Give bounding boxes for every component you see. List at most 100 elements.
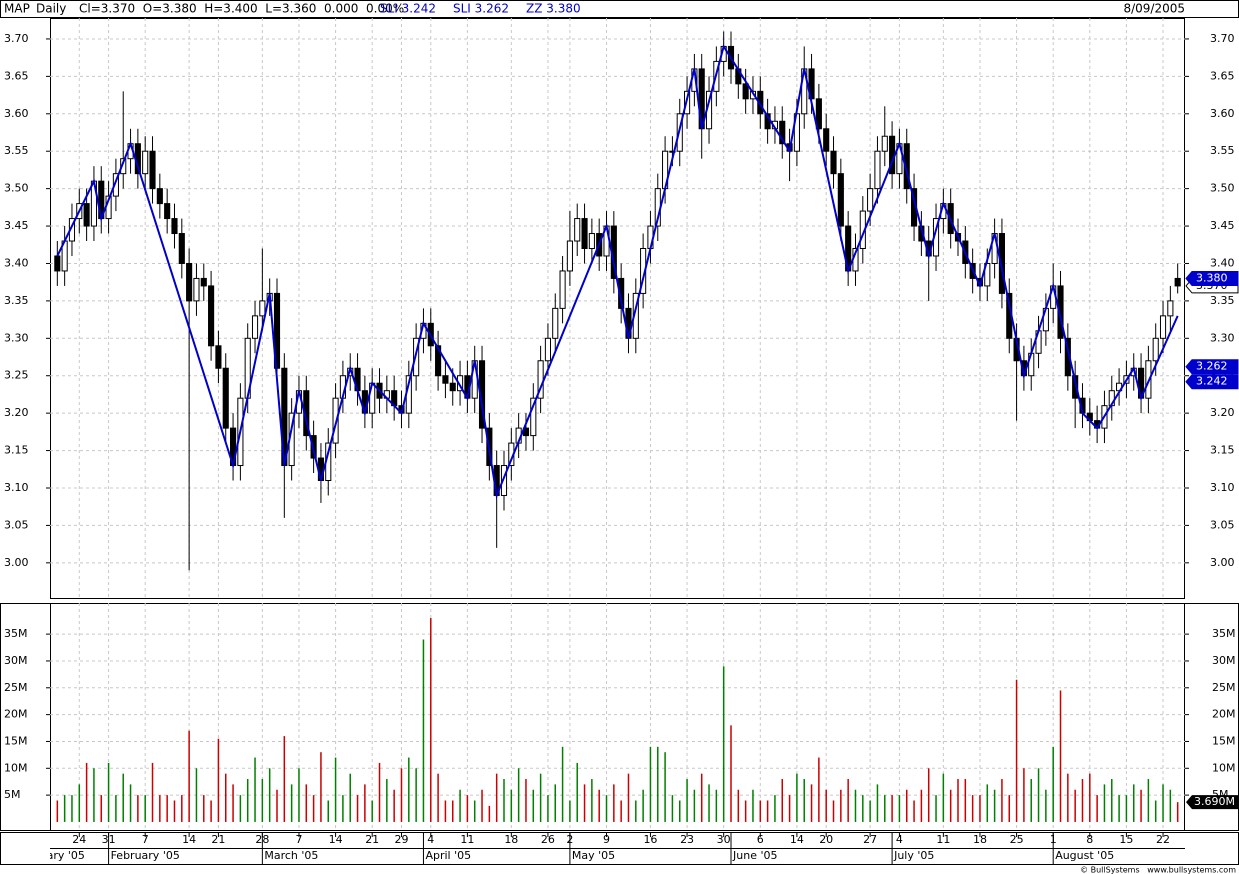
volume-bar bbox=[759, 800, 762, 822]
volume-bar bbox=[459, 789, 461, 822]
y-tick-label: 3.10 bbox=[1210, 481, 1235, 494]
candle-body bbox=[449, 382, 456, 392]
volume-bar bbox=[554, 784, 557, 822]
candle-body bbox=[530, 397, 537, 437]
date-axis: 2431714212871421294111826291623306142027… bbox=[50, 833, 1170, 865]
volume-bar bbox=[320, 752, 322, 822]
candle-body bbox=[83, 203, 90, 227]
candle-body bbox=[815, 98, 822, 130]
volume-marker bbox=[1186, 795, 1238, 810]
candle-body bbox=[581, 218, 588, 250]
x-tick-label: 4 bbox=[896, 833, 903, 846]
volume-bar bbox=[495, 773, 498, 822]
volume-bar bbox=[803, 779, 805, 822]
volume-bar bbox=[1059, 690, 1062, 822]
candle-body bbox=[164, 203, 171, 220]
volume-bar bbox=[796, 773, 798, 822]
volume-bar bbox=[620, 800, 622, 822]
volume-bar bbox=[781, 779, 784, 822]
volume-bar bbox=[144, 795, 146, 822]
volume-bar bbox=[700, 773, 703, 822]
volume-bar bbox=[576, 762, 578, 822]
volume-bar bbox=[1023, 768, 1025, 822]
volume-bar bbox=[774, 795, 776, 822]
volume-bar bbox=[356, 795, 359, 822]
y-tick-label: 3.70 bbox=[4, 32, 29, 45]
candle-body bbox=[1057, 285, 1064, 339]
volume-bar bbox=[56, 800, 59, 822]
x-tick-label: 30 bbox=[717, 833, 731, 846]
y-tick-label: 3.65 bbox=[4, 69, 29, 82]
y-tick-label: 3.05 bbox=[4, 518, 29, 531]
candle-body bbox=[1167, 300, 1174, 317]
volume-bar bbox=[1176, 802, 1179, 822]
volume-bar bbox=[613, 784, 615, 822]
y-tick-label: 3.70 bbox=[1210, 32, 1235, 45]
month-label: April '05 bbox=[425, 849, 471, 862]
volume-bar bbox=[971, 795, 974, 822]
volume-bar bbox=[1169, 789, 1172, 822]
price-marker-label: 3.262 bbox=[1196, 360, 1228, 373]
candle-body bbox=[442, 375, 449, 384]
candle-body bbox=[588, 233, 595, 250]
volume-bar bbox=[913, 800, 915, 822]
y-tick-label: 3.50 bbox=[4, 182, 29, 195]
volume-bar bbox=[342, 795, 344, 822]
volume-bar bbox=[481, 789, 483, 822]
volume-bar bbox=[188, 730, 190, 822]
x-tick-label: 21 bbox=[211, 833, 225, 846]
candle-body bbox=[156, 188, 163, 205]
volume-bar bbox=[598, 789, 600, 822]
candle-body bbox=[500, 465, 508, 496]
candle-body bbox=[837, 173, 844, 227]
volume-bar bbox=[129, 784, 132, 822]
x-tick-label: 18 bbox=[973, 833, 987, 846]
volume-bar bbox=[986, 784, 989, 822]
y-tick-label: 3.60 bbox=[1210, 107, 1235, 120]
date: 8/09/2005 bbox=[1123, 2, 1185, 16]
volume-bar bbox=[642, 789, 644, 822]
y-tick-label: 35M bbox=[4, 627, 28, 640]
volume-bar bbox=[854, 789, 857, 822]
candle-body bbox=[903, 143, 910, 190]
volume-bar bbox=[122, 773, 124, 822]
volume-bar bbox=[159, 795, 161, 822]
indicator-label: SLI 3.262 bbox=[453, 2, 509, 16]
volume-bar bbox=[686, 779, 688, 822]
month-label: February '05 bbox=[111, 849, 180, 862]
volume-bar bbox=[181, 795, 183, 822]
volume-bar bbox=[1140, 789, 1142, 822]
volume-bar bbox=[927, 768, 930, 822]
volume-bar bbox=[818, 757, 820, 822]
x-tick-label: 22 bbox=[1156, 833, 1170, 846]
volume-bar bbox=[1081, 779, 1084, 822]
y-tick-label: 3.20 bbox=[4, 406, 29, 419]
candle-body bbox=[830, 150, 837, 175]
x-tick-label: 7 bbox=[295, 833, 302, 846]
volume-bar bbox=[378, 762, 381, 822]
volume-bar bbox=[657, 746, 659, 822]
volume-bar bbox=[100, 795, 103, 822]
volume-bar bbox=[1089, 773, 1091, 822]
candle-body bbox=[193, 277, 200, 302]
y-tick-label: 30M bbox=[1212, 654, 1236, 667]
volume-bar bbox=[964, 779, 967, 822]
candle-body bbox=[215, 345, 222, 369]
volume-bar bbox=[730, 725, 732, 822]
x-tick-label: 6 bbox=[757, 833, 764, 846]
month-label: May '05 bbox=[572, 849, 615, 862]
y-tick-label: 3.45 bbox=[4, 219, 29, 232]
price-marker-label: 3.380 bbox=[1196, 271, 1228, 284]
y-tick-label: 3.20 bbox=[1210, 406, 1235, 419]
candle-body bbox=[552, 307, 559, 339]
volume-bar bbox=[744, 800, 747, 822]
volume-bar bbox=[393, 789, 395, 822]
volume-bar bbox=[1030, 779, 1032, 822]
volume-bar bbox=[371, 800, 373, 822]
y-tick-label: 20M bbox=[1212, 708, 1236, 721]
x-tick-label: 21 bbox=[365, 833, 379, 846]
y-tick-label: 10M bbox=[4, 761, 28, 774]
candle-body bbox=[881, 135, 888, 152]
y-tick-label: 5M bbox=[4, 788, 21, 801]
